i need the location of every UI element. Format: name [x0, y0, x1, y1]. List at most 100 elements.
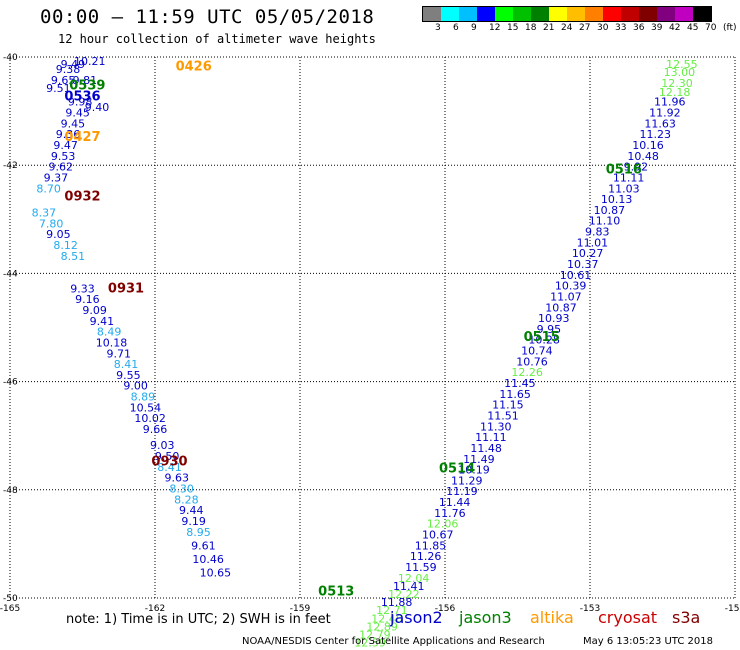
swh-value: 9.53	[51, 150, 76, 163]
swh-value: 10.27	[572, 247, 604, 260]
scale-label: (ft)	[723, 23, 737, 33]
scale-label: 39	[651, 23, 663, 33]
swh-value: 12.04	[398, 572, 430, 585]
swh-value: 10.87	[594, 204, 626, 217]
page-title: 00:00 – 11:59 UTC 05/05/2018	[40, 6, 375, 28]
swh-value: 10.67	[422, 528, 454, 541]
lat-label: -44	[3, 269, 18, 279]
time-tag: 0427	[64, 130, 100, 145]
swh-value: 9.16	[75, 293, 100, 306]
lat-label: -46	[3, 378, 18, 388]
swh-value: 12.22	[388, 588, 420, 601]
scale-label: 30	[597, 23, 609, 33]
lon-label: -150	[725, 604, 740, 614]
swh-value: 11.92	[649, 107, 681, 120]
time-tag: 0516	[606, 162, 642, 177]
scale-label: 3	[435, 23, 441, 33]
time-tag: 0513	[318, 584, 354, 599]
scale-swatch-7	[549, 7, 567, 21]
swh-value: 8.49	[97, 326, 122, 339]
swh-value: 10.54	[130, 401, 162, 414]
swh-value: 8.89	[131, 391, 156, 404]
scale-swatch-0	[423, 7, 441, 21]
swh-value: 11.65	[499, 388, 531, 401]
swh-value: 9.51	[46, 82, 71, 95]
swh-value: 9.47	[53, 139, 78, 152]
swh-value: 11.41	[393, 580, 425, 593]
color-scale-bar	[422, 6, 712, 22]
swh-value: 8.28	[174, 493, 199, 506]
swh-value: 9.00	[123, 380, 148, 393]
scale-swatch-4	[495, 7, 513, 21]
page-subtitle: 12 hour collection of altimeter wave hei…	[58, 32, 376, 46]
scale-label: 6	[453, 23, 459, 33]
swh-value: 12.26	[511, 366, 543, 379]
swh-value: 10.16	[632, 139, 664, 152]
swh-value: 10.21	[74, 55, 106, 68]
swh-value: 10.61	[560, 269, 592, 282]
swh-value: 9.63	[165, 472, 190, 485]
swh-value: 8.70	[36, 182, 61, 195]
scale-swatch-14	[675, 7, 693, 21]
swh-value: 10.48	[627, 150, 659, 163]
swh-value: 11.23	[640, 128, 672, 141]
lat-label: -42	[3, 161, 18, 171]
swh-value: 9.71	[107, 347, 132, 360]
swh-value: 11.29	[451, 474, 483, 487]
swh-value: 10.46	[192, 553, 224, 566]
scale-swatch-6	[531, 7, 549, 21]
swh-value: 12.40	[371, 612, 403, 625]
lon-label: -162	[145, 604, 165, 614]
swh-value: 9.62	[49, 161, 74, 174]
swh-value: 10.28	[528, 334, 560, 347]
swh-value: 8.12	[53, 239, 78, 252]
swh-value: 9.50	[155, 450, 180, 463]
scale-swatch-2	[459, 7, 477, 21]
satellite-jason3: jason3	[459, 608, 512, 627]
time-tag: 0536	[64, 89, 100, 104]
swh-value: 9.09	[82, 304, 107, 317]
swh-value: 9.03	[150, 439, 175, 452]
scale-label: 33	[615, 23, 627, 33]
time-tag: 0930	[151, 454, 187, 469]
time-tag: 0426	[176, 60, 212, 75]
swh-value: 10.18	[96, 336, 128, 349]
swh-value: 11.03	[608, 182, 640, 195]
swh-value: 9.40	[85, 101, 110, 114]
swh-value: 11.26	[410, 550, 442, 563]
satellite-altika: altika	[530, 608, 574, 627]
lon-label: -156	[435, 604, 456, 614]
swh-value: 11.49	[463, 453, 495, 466]
scale-swatch-3	[477, 7, 495, 21]
swh-value: 9.49	[61, 58, 86, 71]
swh-value: 12.59	[354, 637, 386, 650]
satellite-cryosat: cryosat	[598, 608, 658, 627]
time-tag: 0932	[64, 189, 100, 204]
swh-value: 11.45	[504, 377, 536, 390]
swh-value: 10.02	[134, 412, 166, 425]
time-tag: 0514	[439, 461, 475, 476]
swh-value: 12.89	[366, 620, 398, 633]
satellite-s3a: s3a	[672, 608, 701, 627]
swh-value: 12.30	[661, 77, 693, 90]
swh-value: 9.61	[191, 539, 216, 552]
scale-swatch-1	[441, 7, 459, 21]
scale-label: 42	[669, 23, 681, 33]
swh-value: 11.44	[439, 496, 471, 509]
swh-value: 9.44	[179, 504, 204, 517]
scale-label: 36	[633, 23, 645, 33]
scale-swatch-11	[621, 7, 639, 21]
swh-value: 11.19	[446, 485, 478, 498]
swh-value: 7.80	[39, 217, 64, 230]
footer-timestamp: May 6 13:05:23 UTC 2018	[583, 636, 713, 647]
scale-swatch-13	[657, 7, 675, 21]
swh-value: 11.48	[470, 442, 502, 455]
swh-value: 9.41	[90, 315, 115, 328]
swh-value: 9.83	[585, 226, 610, 239]
note-text: note: 1) Time is in UTC; 2) SWH is in fe…	[66, 612, 331, 627]
scale-swatch-12	[639, 7, 657, 21]
swh-value: 9.45	[65, 107, 90, 120]
scale-swatch-10	[603, 7, 621, 21]
scale-swatch-15	[693, 7, 711, 21]
